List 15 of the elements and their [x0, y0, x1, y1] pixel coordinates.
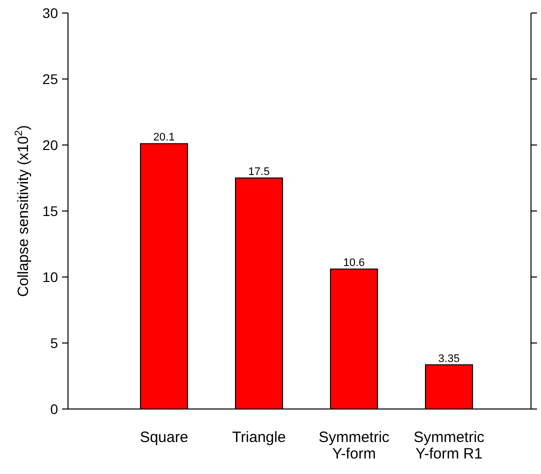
y-tick-label: 25 — [42, 70, 58, 87]
x-tick-label: Square — [140, 429, 188, 446]
x-tick-label: Triangle — [232, 429, 286, 446]
data-label: 10.6 — [343, 257, 365, 270]
data-label: 17.5 — [248, 166, 270, 178]
x-tick-label: Symmetric Y-form R1 — [414, 429, 485, 462]
data-label: 3.35 — [438, 352, 460, 365]
y-tick-label: 5 — [50, 334, 58, 351]
y-tick-label: 20 — [42, 136, 58, 153]
data-label: 20.1 — [153, 132, 175, 144]
y-tick-label: 0 — [50, 400, 58, 417]
y-tick-label: 30 — [42, 4, 58, 21]
x-tick-label: Symmetric Y-form — [318, 429, 390, 462]
y-tick-label: 10 — [42, 268, 58, 285]
y-tick-label: 15 — [42, 202, 58, 219]
